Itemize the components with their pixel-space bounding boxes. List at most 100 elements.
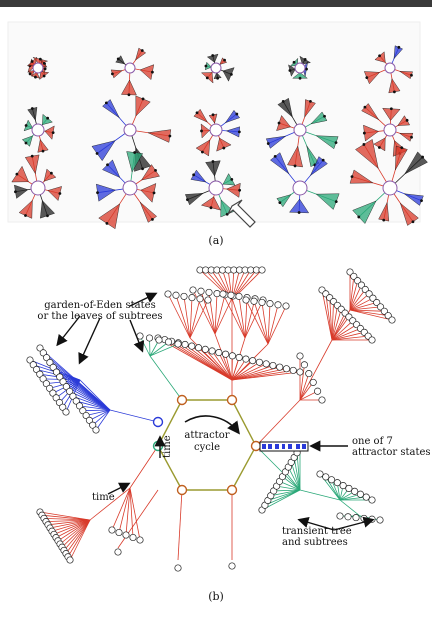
garden-of-eden-label-1: garden-of-Eden states (44, 300, 155, 311)
tree-edge (255, 399, 301, 447)
basin-leaf (151, 217, 154, 221)
tree-edge (129, 487, 141, 541)
basin-thumbnail (288, 55, 311, 80)
basin-attractor-ring (293, 123, 307, 137)
basin-leaf (150, 70, 154, 74)
tree-edge (349, 280, 359, 311)
tree-node (314, 387, 322, 395)
tree-node (208, 347, 216, 355)
tree-node (215, 349, 223, 357)
tree-node (368, 336, 376, 344)
tree-node (201, 345, 209, 353)
tree-edge (331, 312, 346, 341)
tree-edge (273, 489, 301, 492)
basin-leaf (111, 72, 114, 76)
tree-edge (149, 341, 169, 357)
tree-edge (231, 358, 247, 381)
garden-of-eden-label-2: or the leaves of subtrees (37, 311, 162, 322)
basin-leaf (200, 129, 203, 133)
tree-edge (349, 276, 355, 311)
basin-leaf (377, 146, 381, 149)
panel-b-caption: (b) (208, 590, 224, 603)
tree-edge (59, 376, 111, 411)
basin-leaf (186, 198, 189, 202)
tree-edge (86, 409, 111, 416)
tree-node (196, 295, 204, 303)
tree-node (351, 487, 359, 495)
tree-edge (325, 293, 333, 341)
basin-leaf (209, 206, 213, 210)
tree-edge (244, 299, 264, 339)
tree-node (235, 292, 243, 300)
basin-leaf (350, 175, 354, 179)
tree-edge (231, 366, 280, 381)
tree-node (362, 493, 370, 501)
basin-leaf (192, 173, 196, 177)
basin-leaf (14, 190, 17, 194)
tree-node (164, 290, 172, 298)
basin-leaf (420, 199, 423, 203)
basin-leaf (222, 146, 226, 150)
basin-attractor-ring (210, 62, 222, 74)
attractor-state-node (176, 484, 188, 496)
tree-node (336, 512, 344, 520)
tree-edge (69, 391, 111, 411)
basin-leaf (24, 214, 27, 217)
tree-node (262, 360, 270, 368)
basin-leaf (141, 167, 144, 171)
basin-leaf (204, 64, 208, 68)
basin-leaf (42, 74, 46, 78)
tree-node (344, 513, 352, 521)
tree-edge (296, 452, 301, 491)
tree-edge (53, 519, 91, 535)
tree-edge (349, 289, 366, 311)
basin-leaf (30, 107, 34, 110)
basin-leaf (405, 118, 409, 122)
tree-edge (177, 489, 183, 561)
tree-edge (331, 305, 338, 341)
basin-leaf (400, 146, 404, 150)
tree-node (269, 361, 277, 370)
basin-leaf (15, 172, 19, 176)
tree-edge (51, 519, 91, 532)
basin-leaf (281, 100, 285, 103)
basin-leaf (154, 169, 157, 172)
basin-leaf (106, 163, 109, 167)
basin-leaf (141, 97, 145, 101)
tree-edge (189, 298, 201, 339)
tree-edge (222, 293, 246, 339)
basin-leaf (127, 93, 131, 97)
tree-node (213, 290, 221, 298)
basin-leaf (34, 75, 37, 79)
tree-edge (331, 331, 365, 341)
tree-edge (214, 293, 218, 335)
tree-edge (267, 304, 279, 345)
tree-node (52, 368, 61, 376)
tree-node (172, 291, 180, 299)
tree-node (345, 484, 353, 492)
tree-edge (205, 349, 233, 381)
tree-edge (175, 295, 191, 339)
basin-leaf (46, 214, 49, 218)
tree-node (145, 334, 154, 342)
tree-edge (69, 519, 91, 561)
tree-edge (321, 289, 333, 341)
basin-thumbnail (185, 160, 242, 218)
basin-leaf (30, 154, 34, 158)
attractor-state-node (226, 394, 238, 406)
tree-node (59, 378, 67, 386)
basin-leaf (410, 135, 413, 139)
basin-attractor-ring (208, 180, 224, 196)
tree-node (289, 366, 297, 374)
tree-node (189, 286, 197, 294)
basin-thumbnail (96, 151, 160, 230)
transient-tree-label-1: transient tree (282, 526, 352, 537)
tree-edge (47, 519, 91, 526)
tree-node (114, 548, 122, 556)
tree-edge (299, 489, 341, 501)
basin-leaf (133, 151, 137, 154)
tree-node (255, 358, 263, 366)
tree-edge (79, 405, 111, 411)
tree-edge (45, 519, 91, 522)
tree-node (300, 361, 308, 369)
